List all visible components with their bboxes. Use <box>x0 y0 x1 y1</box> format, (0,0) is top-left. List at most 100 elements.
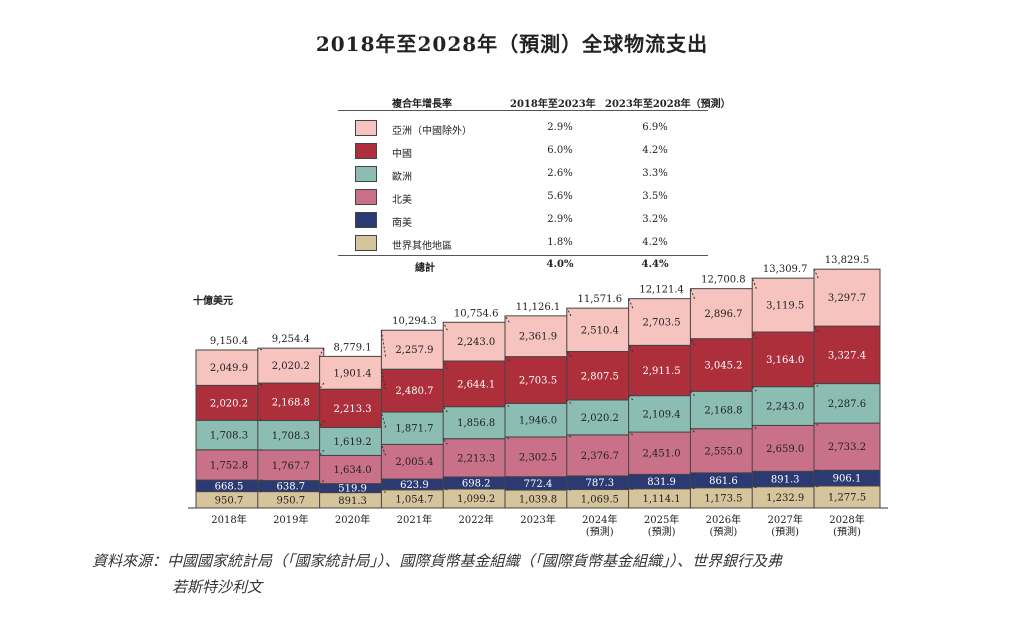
connector-line <box>319 382 325 390</box>
y-unit-label: 十億美元 <box>193 296 233 307</box>
x-tick-label: 2018年 <box>211 513 246 526</box>
connector-line <box>504 402 510 408</box>
bar-segment <box>813 268 881 327</box>
legend-swatch-asia <box>355 120 377 136</box>
legend-cagr2-china: 4.2% <box>642 145 668 156</box>
x-tick-label: 2023年 <box>520 513 555 526</box>
connector-line <box>628 473 633 477</box>
connector-line <box>566 489 572 491</box>
connector-line <box>813 485 819 488</box>
connector-line <box>751 386 757 392</box>
total-label: 13,829.5 <box>825 255 870 266</box>
bar-segment <box>813 383 881 424</box>
data-label: 1,708.3 <box>272 431 310 442</box>
legend-label-south-america: 南美 <box>392 218 412 229</box>
bar-segment <box>813 422 881 471</box>
data-label: 2,361.9 <box>519 332 557 343</box>
connector-line <box>380 369 387 390</box>
data-label: 831.9 <box>647 477 676 488</box>
legend-swatch-rest-of-world <box>355 235 377 251</box>
source-line-1: 資料來源：中國國家統計局（「國家統計局」）、國際貨幣基金組織（「國際貨幣基金組織… <box>92 552 783 570</box>
bar-segment <box>257 449 325 482</box>
data-label: 1,039.8 <box>519 495 557 506</box>
bar-segment <box>195 419 263 451</box>
data-label: 2,510.4 <box>581 325 619 336</box>
data-label: 2,896.7 <box>704 309 742 320</box>
data-label: 698.2 <box>462 478 491 489</box>
legend-swatch-north-america <box>355 189 377 205</box>
connector-line <box>566 399 572 404</box>
connector-line <box>443 488 448 491</box>
legend-label-china: 中國 <box>392 149 412 160</box>
legend-total-rule <box>338 255 708 256</box>
x-tick-label: (預測) <box>648 525 676 538</box>
data-label: 2,659.0 <box>766 444 804 455</box>
connector-line <box>257 382 263 386</box>
connector-line <box>380 444 387 456</box>
bar-segment <box>628 395 696 433</box>
connector-line <box>257 479 263 482</box>
data-label: 623.9 <box>400 480 429 491</box>
x-tick-label: 2026年 <box>706 513 741 526</box>
data-label: 2,911.5 <box>643 366 681 377</box>
x-tick-label: 2025年 <box>644 513 679 526</box>
data-label: 1,277.5 <box>828 492 866 503</box>
data-label: 1,232.9 <box>766 493 804 504</box>
connector-line <box>319 420 325 428</box>
data-label: 861.6 <box>709 476 738 487</box>
data-label: 2,020.2 <box>210 398 248 409</box>
data-label: 2,168.8 <box>704 406 742 417</box>
data-label: 2,807.5 <box>581 371 619 382</box>
legend-label-rest-of-world: 世界其他地區 <box>392 241 452 252</box>
bar-segment <box>504 315 572 358</box>
data-label: 1,752.8 <box>210 460 248 471</box>
data-label: 2,287.6 <box>828 399 866 410</box>
data-label: 906.1 <box>833 474 862 485</box>
bar-segment <box>257 347 325 384</box>
data-label: 1,634.0 <box>334 465 372 476</box>
legend-header-col1: 2018年至2023年 <box>510 99 596 110</box>
data-label: 2,243.0 <box>457 337 495 348</box>
total-label: 10,294.3 <box>392 316 437 327</box>
bar-segment <box>689 288 757 340</box>
bar-segment <box>442 406 510 440</box>
bar-segment <box>689 338 757 392</box>
connector-line <box>319 491 324 494</box>
source-line-2: 若斯特沙利文 <box>172 578 263 596</box>
connector-line <box>813 268 819 279</box>
data-label: 950.7 <box>276 495 305 506</box>
connector-line <box>381 478 386 484</box>
data-label: 2,020.2 <box>581 413 619 424</box>
bar-segment <box>442 438 510 478</box>
total-label: 9,254.4 <box>272 334 310 345</box>
data-label: 2,480.7 <box>395 386 433 397</box>
connector-line <box>381 489 386 494</box>
legend-header-col2: 2023年至2028年（預測） <box>605 99 731 110</box>
data-label: 1,054.7 <box>395 494 433 505</box>
connector-line <box>690 428 695 433</box>
x-tick-label: (預測) <box>771 525 799 538</box>
data-label: 787.3 <box>585 478 614 489</box>
data-label: 2,733.2 <box>828 442 866 453</box>
data-label: 2,213.3 <box>457 453 495 464</box>
data-label: 1,114.1 <box>643 494 681 505</box>
legend-cagr2-north-america: 3.5% <box>642 191 668 202</box>
data-label: 1,708.3 <box>210 431 248 442</box>
legend-swatch-europe <box>355 166 377 182</box>
bar-segment <box>380 443 448 480</box>
connector-line <box>504 488 510 491</box>
connector-line <box>628 298 634 309</box>
data-label: 2,213.3 <box>334 404 372 415</box>
connector-line <box>751 425 757 430</box>
legend-cagr1-europe: 2.6% <box>547 168 573 179</box>
total-label: 13,309.7 <box>763 264 808 275</box>
connector-line <box>813 469 819 472</box>
connector-line <box>813 383 819 388</box>
legend-cagr2-total: 4.4% <box>641 259 669 270</box>
legend-cagr2-asia: 6.9% <box>642 122 668 133</box>
bar-segment <box>628 298 696 346</box>
chart-title: 2018年至2028年（預測）全球物流支出 <box>315 32 709 56</box>
connector-line <box>566 434 572 438</box>
x-tick-label: 2028年 <box>829 513 864 526</box>
data-label: 1,099.2 <box>457 494 495 505</box>
